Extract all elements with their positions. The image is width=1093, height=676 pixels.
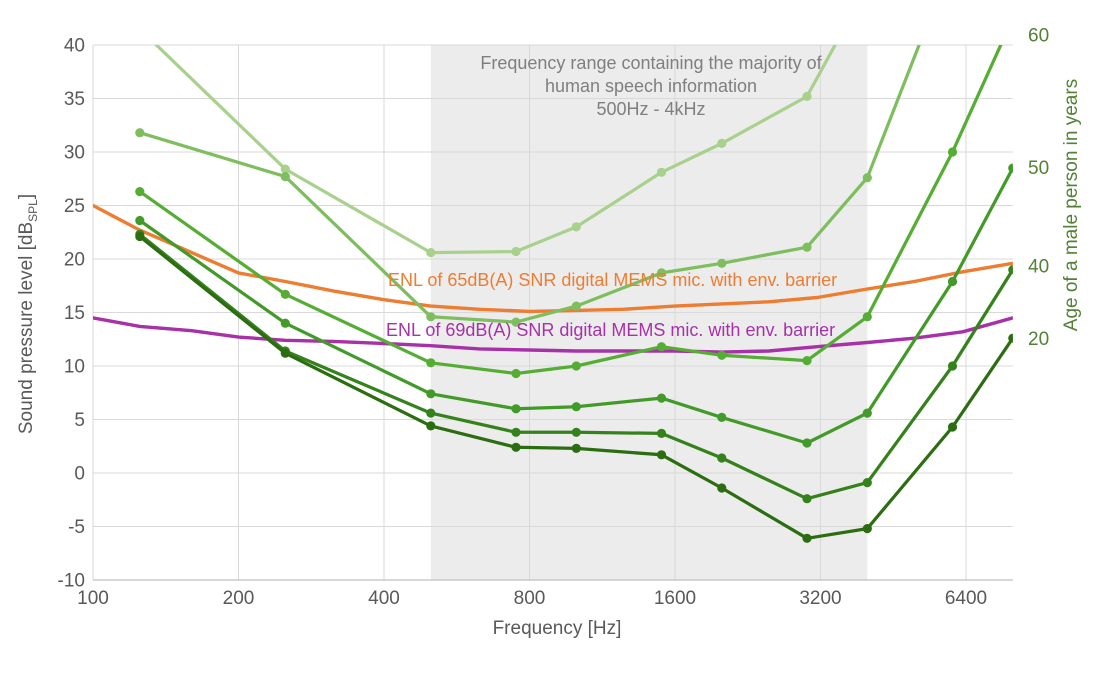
age-curve-second-unlabeled-line: [138, 45, 921, 324]
y-right-age-label: 40: [1028, 256, 1049, 277]
y-right-age-label: 20: [1028, 329, 1049, 350]
age-curve-60-marker: [571, 361, 581, 371]
y-left-tick-label: 30: [64, 143, 85, 164]
age-curve-top-unlabeled-marker: [656, 167, 667, 177]
age-curve-60-marker: [1008, 14, 1017, 23]
age-curve-top-unlabeled-marker: [511, 246, 521, 257]
age-curve-20-marker: [862, 524, 872, 534]
age-curve-60-marker: [862, 312, 872, 322]
age-curve-50-marker: [280, 318, 290, 328]
age-curve-60-marker: [280, 289, 290, 299]
series-age-curve-top-unlabeled: [135, 24, 837, 258]
age-curve-second-unlabeled-marker: [656, 268, 667, 278]
y-left-tick-label: 40: [64, 36, 85, 57]
age-curve-50-marker: [802, 438, 812, 448]
age-curve-second-unlabeled-marker: [717, 258, 727, 268]
y-left-tick-label: -10: [58, 571, 85, 592]
age-curve-20-marker: [426, 421, 436, 431]
age-curve-second-unlabeled-marker: [280, 172, 290, 182]
age-curve-second-unlabeled-marker: [426, 312, 436, 322]
age-curve-50-marker: [571, 402, 581, 412]
y-left-tick-label: 15: [64, 303, 85, 324]
age-curve-second-unlabeled-marker: [571, 301, 581, 311]
age-curve-20-marker: [717, 483, 727, 493]
age-curve-second-unlabeled-marker: [862, 173, 872, 183]
age-curve-20-marker: [571, 443, 581, 453]
gridlines: [92, 44, 1013, 580]
age-curve-50-marker: [511, 404, 521, 414]
y-left-tick-label: 35: [64, 89, 85, 110]
x-tick-label: 800: [514, 588, 546, 609]
series-age-curve-40: [135, 229, 1013, 504]
age-curve-20-marker: [947, 422, 958, 432]
age-curve-20-marker: [1008, 333, 1013, 343]
x-tick-label: 1600: [654, 588, 696, 609]
x-tick-label: 3200: [799, 588, 841, 609]
age-curve-second-unlabeled-marker: [802, 242, 812, 252]
age-curve-60-marker: [656, 342, 667, 352]
series-age-curve-60: [135, 14, 1017, 379]
y-left-tick-label: 20: [64, 250, 85, 271]
series-enl-69db-snr-mic: [93, 316, 1013, 354]
age-curve-40-marker: [511, 427, 521, 437]
age-curve-50-marker: [862, 408, 872, 418]
age-curve-40-marker: [717, 453, 727, 463]
age-curve-top-unlabeled-marker: [135, 24, 144, 33]
age-curve-40-marker: [802, 494, 812, 504]
age-curve-40-marker: [426, 408, 436, 418]
series-age-curve-50: [135, 163, 1013, 448]
age-curve-40-marker: [656, 428, 667, 438]
age-curve-20-marker: [802, 533, 812, 543]
age-curve-40-marker: [862, 478, 872, 488]
age-curve-20-marker: [280, 348, 290, 358]
age-curve-40-marker: [1008, 265, 1013, 275]
series-age-curve-20: [135, 231, 1013, 543]
y-right-age-label: 60: [1028, 25, 1049, 46]
age-curve-50-marker: [717, 412, 727, 422]
age-curve-second-unlabeled-marker: [511, 317, 521, 327]
enl-69db-snr-mic-line: [93, 316, 1013, 354]
x-tick-label: 100: [77, 588, 109, 609]
age-curve-50-marker: [1008, 163, 1013, 173]
y-right-age-label: 50: [1028, 158, 1049, 179]
age-curve-60-marker: [802, 356, 812, 366]
age-curve-60-marker: [511, 368, 521, 379]
age-curve-top-unlabeled-marker: [280, 164, 290, 174]
age-curve-20-marker: [656, 450, 667, 460]
age-curve-60-marker: [135, 187, 145, 197]
age-curve-40-marker: [947, 361, 958, 371]
age-curve-50-marker: [135, 215, 145, 226]
age-curve-top-unlabeled-marker: [717, 138, 727, 148]
y-left-tick-label: 10: [64, 357, 85, 378]
age-curve-top-unlabeled-marker: [426, 248, 436, 258]
x-tick-label: 400: [368, 588, 400, 609]
age-curve-40-marker: [571, 427, 581, 437]
y-left-tick-label: -5: [68, 517, 85, 538]
y-left-tick-label: 5: [74, 410, 85, 431]
age-curve-20-marker: [511, 442, 521, 452]
age-curve-50-marker: [656, 393, 667, 403]
age-curve-top-unlabeled-marker: [802, 91, 812, 101]
age-curve-20-marker: [135, 231, 145, 242]
age-curve-second-unlabeled-marker: [135, 128, 145, 138]
x-tick-label: 200: [223, 588, 255, 609]
age-curve-60-marker: [947, 147, 958, 157]
y-left-tick-label: 25: [64, 196, 85, 217]
x-tick-label: 6400: [945, 588, 987, 609]
age-curve-50-marker: [947, 276, 958, 287]
y-left-tick-label: 0: [74, 464, 85, 485]
age-curve-60-marker: [717, 350, 727, 360]
series-age-curve-second-unlabeled: [135, 45, 921, 327]
age-curve-top-unlabeled-marker: [571, 222, 581, 232]
age-curve-60-marker: [426, 358, 436, 368]
age-curve-50-marker: [426, 389, 436, 399]
